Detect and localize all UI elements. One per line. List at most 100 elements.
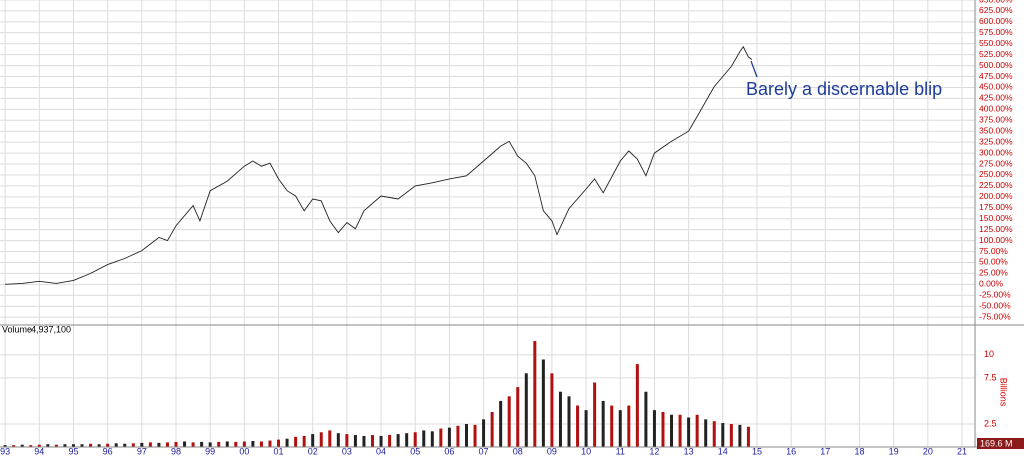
volume-bar xyxy=(567,396,571,447)
y-tick-label: 75.00% xyxy=(979,246,1008,256)
x-tick-label: 21 xyxy=(957,446,967,456)
volume-bar xyxy=(131,443,135,447)
volume-bar xyxy=(584,410,588,447)
y-tick-label: 25.00% xyxy=(979,268,1008,278)
volume-bar xyxy=(268,440,272,447)
volume-bar xyxy=(507,396,511,447)
volume-bar xyxy=(593,382,597,447)
volume-bar xyxy=(678,414,682,447)
y-tick-label: 275.00% xyxy=(979,158,1013,168)
y-tick-label: 300.00% xyxy=(979,147,1013,157)
volume-bar xyxy=(695,414,699,447)
y-tick-label: 525.00% xyxy=(979,49,1013,59)
volume-bar xyxy=(618,410,622,447)
y-tick-label: 250.00% xyxy=(979,169,1013,179)
y-tick-label: 50.00% xyxy=(979,257,1008,267)
last-value-label: 169.6 M xyxy=(980,438,1013,448)
x-tick-label: 06 xyxy=(444,446,454,456)
volume-bar xyxy=(524,373,528,447)
volume-bar xyxy=(652,410,656,447)
volume-bar xyxy=(174,441,178,447)
volume-bar xyxy=(80,444,84,447)
x-tick-label: 19 xyxy=(889,446,899,456)
volume-bar xyxy=(71,444,75,447)
y-tick-label: 10 xyxy=(984,349,994,359)
volume-bar xyxy=(302,435,306,447)
volume-bar xyxy=(200,441,204,447)
x-tick-label: 18 xyxy=(854,446,864,456)
volume-bar xyxy=(54,444,58,447)
volume-bar xyxy=(558,391,562,447)
volume-bar xyxy=(610,405,614,447)
volume-bar xyxy=(12,445,16,447)
volume-bar xyxy=(601,400,605,447)
volume-bar xyxy=(576,405,580,447)
y-tick-label: 175.00% xyxy=(979,202,1013,212)
x-tick-label: 14 xyxy=(718,446,728,456)
volume-bar xyxy=(550,373,554,447)
volume-axis-label: Billions xyxy=(999,378,1009,407)
grid-layer xyxy=(0,0,975,447)
volume-bar xyxy=(191,442,195,447)
volume-bar xyxy=(729,423,733,447)
volume-value: 4,937,100 xyxy=(31,324,71,334)
x-tick-label: 04 xyxy=(376,446,386,456)
y-tick-label: 7.5 xyxy=(984,372,997,382)
volume-bar xyxy=(165,442,169,447)
volume-bar xyxy=(37,444,41,447)
volume-bar xyxy=(473,424,477,447)
y-tick-label: 575.00% xyxy=(979,27,1013,37)
volume-bar xyxy=(259,441,263,447)
y-tick-label: 2.5 xyxy=(984,418,997,428)
x-tick-label: 01 xyxy=(274,446,284,456)
volume-bar xyxy=(388,435,392,447)
volume-bar xyxy=(208,442,212,447)
y-tick-label: 350.00% xyxy=(979,125,1013,135)
volume-bar xyxy=(533,341,537,447)
x-tick-label: 02 xyxy=(308,446,318,456)
volume-bar xyxy=(157,442,161,447)
x-tick-label: 95 xyxy=(68,446,78,456)
x-tick-label: 11 xyxy=(616,446,625,456)
marks-layer xyxy=(3,45,753,447)
y-tick-label: -25.00% xyxy=(979,290,1011,300)
y-tick-label: 550.00% xyxy=(979,38,1013,48)
volume-bar xyxy=(456,425,460,447)
volume-bar xyxy=(336,433,340,447)
y-tick-label: 100.00% xyxy=(979,235,1013,245)
y-tick-label: 475.00% xyxy=(979,71,1013,81)
volume-bar xyxy=(97,444,101,447)
x-tick-label: 07 xyxy=(479,446,489,456)
y-tick-label: 625.00% xyxy=(979,5,1013,15)
volume-bar xyxy=(46,444,50,447)
x-tick-label: 00 xyxy=(239,446,249,456)
volume-bar xyxy=(89,443,93,447)
y-tick-label: 200.00% xyxy=(979,191,1013,201)
price-line xyxy=(5,45,753,285)
volume-bar xyxy=(490,411,494,447)
x-tick-label: 10 xyxy=(581,446,591,456)
y-tick-label: 150.00% xyxy=(979,213,1013,223)
volume-bar xyxy=(627,405,631,447)
x-tick-label: 20 xyxy=(923,446,933,456)
volume-bar xyxy=(482,419,486,447)
volume-bar xyxy=(670,414,674,447)
x-tick-label: 15 xyxy=(752,446,762,456)
volume-bar xyxy=(413,432,417,447)
volume-bar xyxy=(29,445,33,447)
volume-bar xyxy=(328,430,332,447)
x-tick-label: 08 xyxy=(513,446,523,456)
x-tick-label: 03 xyxy=(342,446,352,456)
volume-bar xyxy=(644,391,648,447)
x-tick-label: 09 xyxy=(547,446,557,456)
x-tick-label: 16 xyxy=(786,446,796,456)
volume-bar xyxy=(661,411,665,447)
x-tick-label: 98 xyxy=(171,446,181,456)
y-tick-label: 125.00% xyxy=(979,224,1013,234)
volume-bar xyxy=(217,441,221,447)
volume-bar xyxy=(516,387,520,447)
volume-bar xyxy=(704,419,708,447)
y-tick-label: -50.00% xyxy=(979,300,1011,310)
